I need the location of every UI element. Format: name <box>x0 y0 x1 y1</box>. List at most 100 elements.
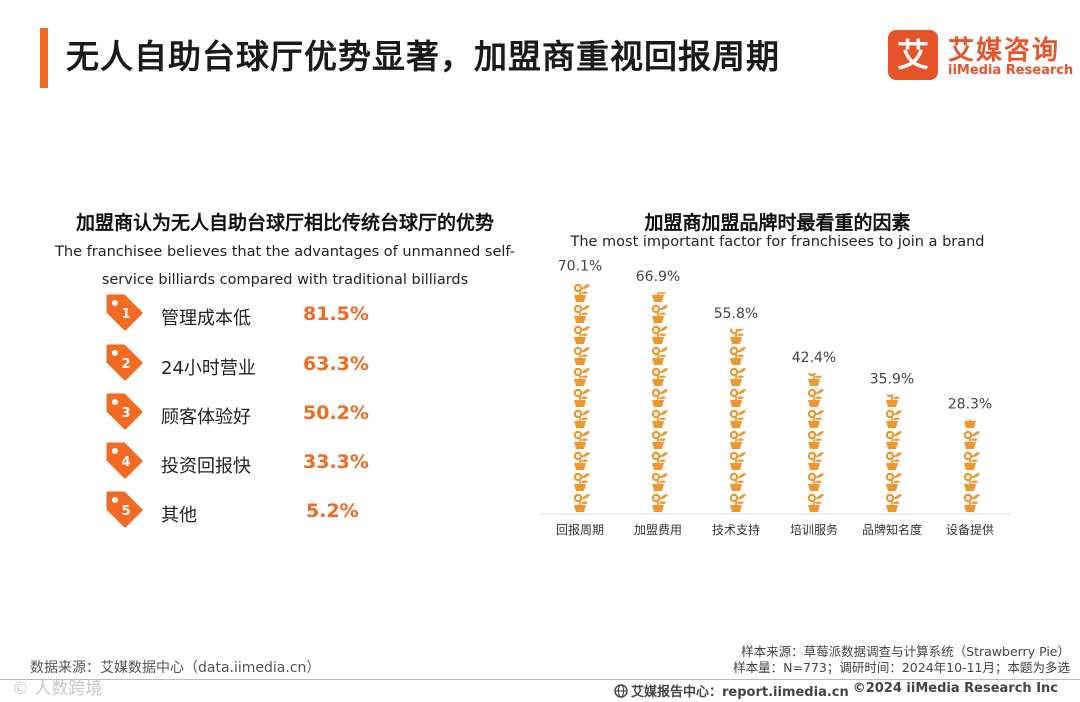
chart-subtitle: The most important factor for franchisee… <box>570 234 985 250</box>
money-plant-icon <box>729 472 746 491</box>
money-plant-icon <box>807 493 824 512</box>
factor-pictogram-chart: 70.1% 回报周期 66.9% 加盟费用 55.8% 技术支持 42.4% 培训服务 35.9… <box>540 260 1010 537</box>
sample-info: 样本量：N=773；调研时间：2024年10-11月；本题为多选 <box>733 660 1070 675</box>
data-source: 数据来源：艾媒数据中心（data.iimedia.cn） <box>30 660 321 676</box>
sample-notes: 样本来源：草莓派数据调查与计算系统（Strawberry Pie） 样本量：N=… <box>733 644 1070 676</box>
advantage-label: 其他 <box>161 505 197 526</box>
list-item: 4 投资回报快 33.3% <box>104 440 404 484</box>
money-plant-icon <box>573 304 590 323</box>
advantage-label: 管理成本低 <box>161 308 251 329</box>
money-plant-icon <box>885 472 902 491</box>
bar-6 <box>963 419 980 512</box>
money-plant-icon <box>573 409 590 428</box>
money-plant-icon <box>885 451 902 470</box>
money-plant-icon <box>885 430 902 449</box>
advantages-subtitle-line2: service billiards compared with traditio… <box>101 272 469 288</box>
advantage-label: 投资回报快 <box>161 456 251 477</box>
report-center-text: 艾媒报告中心：report.iimedia.cn <box>631 685 849 700</box>
money-plant-icon <box>573 367 590 386</box>
footer-divider <box>0 679 1080 680</box>
advantage-value: 81.5% <box>303 303 369 325</box>
money-plant-icon <box>963 472 980 491</box>
list-item: 2 24小时营业 63.3% <box>104 342 404 386</box>
advantages-title: 加盟商认为无人自助台球厅相比传统台球厅的优势 <box>75 212 494 234</box>
data-label: 28.3% <box>948 397 992 413</box>
bar-2 <box>651 292 668 512</box>
bar-1 <box>573 283 590 512</box>
logo-mark: 艾 <box>888 30 938 80</box>
money-plant-icon <box>573 325 590 344</box>
data-label: 66.9% <box>636 269 680 285</box>
money-plant-icon <box>651 388 668 407</box>
advantage-value: 63.3% <box>303 353 369 375</box>
bar-5 <box>885 394 902 512</box>
price-tag-icon: 5 <box>106 491 143 528</box>
money-plant-icon <box>651 451 668 470</box>
list-item: 3 顾客体验好 50.2% <box>104 391 404 435</box>
money-plant-icon <box>729 409 746 428</box>
money-plant-icon <box>573 493 590 512</box>
watermark: © 人数跨境 <box>12 679 103 699</box>
price-tag-icon: 1 <box>106 294 143 331</box>
money-plant-icon <box>807 472 824 491</box>
money-plant-icon <box>651 472 668 491</box>
page-title: 无人自助台球厅优势显著，加盟商重视回报周期 <box>66 37 780 76</box>
money-plant-icon <box>573 346 590 365</box>
money-plant-icon <box>729 367 746 386</box>
x-tick-label: 设备提供 <box>946 522 994 537</box>
money-plant-icon <box>651 430 668 449</box>
money-plant-icon <box>963 430 980 449</box>
x-tick-label: 加盟费用 <box>634 523 682 537</box>
money-plant-icon <box>573 388 590 407</box>
x-tick-label: 回报周期 <box>556 522 604 537</box>
money-plant-icon <box>729 346 746 365</box>
money-plant-icon <box>651 304 668 323</box>
money-plant-icon <box>573 283 590 302</box>
money-plant-icon <box>807 388 824 407</box>
rank-number: 3 <box>121 406 130 421</box>
logo-chinese-name: 艾媒咨询 <box>948 36 1061 66</box>
money-plant-icon <box>807 430 824 449</box>
brand-logo: 艾 艾媒咨询 iiMedia Research <box>888 30 1078 82</box>
money-plant-icon <box>651 409 668 428</box>
money-plant-icon <box>964 419 977 428</box>
price-tag-icon: 2 <box>106 344 143 381</box>
x-tick-label: 技术支持 <box>712 522 760 537</box>
advantages-subtitle: The franchisee believes that the advanta… <box>55 238 515 294</box>
rank-number: 5 <box>121 504 130 519</box>
rank-number: 1 <box>121 307 130 322</box>
list-item: 5 其他 5.2% <box>104 489 404 533</box>
money-plant-icon <box>807 373 822 386</box>
rank-number: 2 <box>121 357 130 372</box>
money-plant-icon <box>573 430 590 449</box>
advantage-value: 50.2% <box>303 402 369 424</box>
data-label: 70.1% <box>558 260 602 275</box>
money-plant-icon <box>652 292 666 302</box>
x-tick-label: 品牌知名度 <box>862 522 922 537</box>
data-label: 35.9% <box>870 372 914 388</box>
money-plant-icon <box>963 451 980 470</box>
price-tag-icon: 4 <box>106 442 143 479</box>
money-plant-icon <box>729 430 746 449</box>
money-plant-icon <box>807 409 824 428</box>
list-item: 1 管理成本低 81.5% <box>104 292 404 336</box>
advantages-subtitle-line1: The franchisee believes that the advanta… <box>55 244 515 260</box>
money-plant-icon <box>729 451 746 470</box>
sample-source: 样本来源：草莓派数据调查与计算系统（Strawberry Pie） <box>741 644 1070 659</box>
advantage-label: 24小时营业 <box>161 358 256 379</box>
money-plant-icon <box>651 325 668 344</box>
money-plant-icon <box>885 493 902 512</box>
data-label: 55.8% <box>714 306 758 322</box>
money-plant-icon <box>886 394 900 407</box>
x-tick-label: 培训服务 <box>790 522 838 537</box>
advantage-value: 5.2% <box>306 500 359 522</box>
money-plant-icon <box>885 409 902 428</box>
bar-4 <box>807 373 824 512</box>
money-plant-icon <box>729 328 745 344</box>
money-plant-icon <box>573 472 590 491</box>
globe-icon <box>614 684 628 698</box>
chart-title: 加盟商加盟品牌时最看重的因素 <box>644 212 911 234</box>
report-center: 艾媒报告中心：report.iimedia.cn <box>614 681 849 700</box>
money-plant-icon <box>573 451 590 470</box>
advantage-value: 33.3% <box>303 451 369 473</box>
